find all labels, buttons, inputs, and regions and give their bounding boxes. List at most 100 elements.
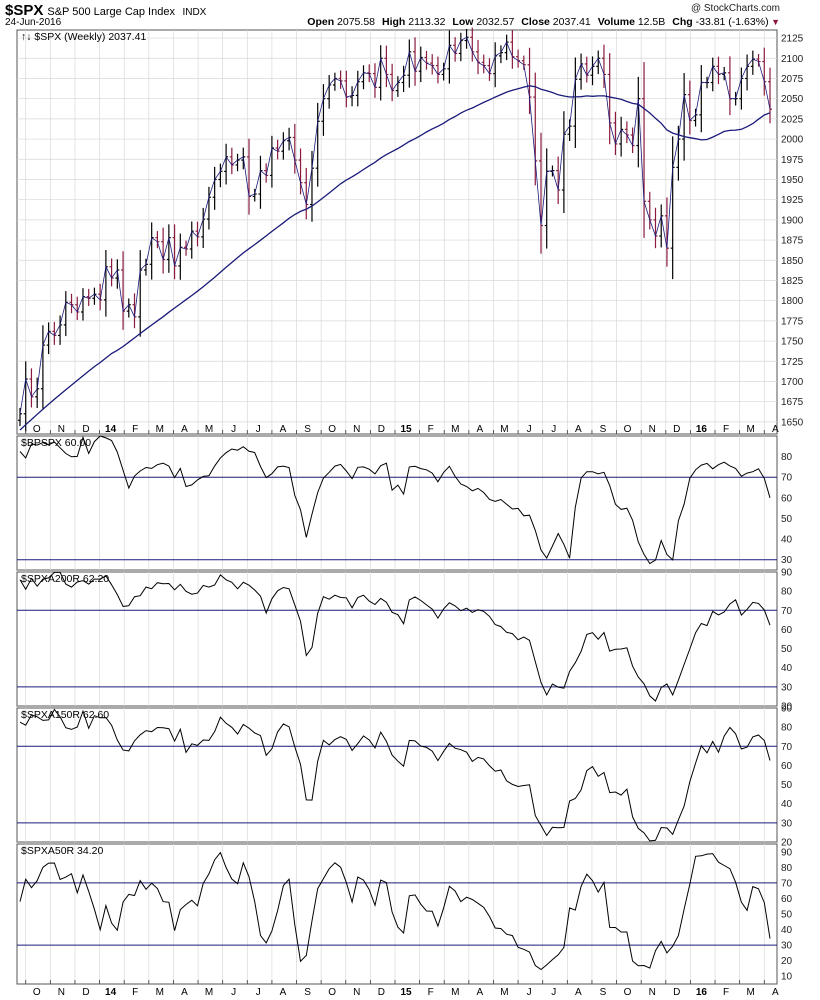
y-tick-label: 2100 <box>781 54 804 65</box>
y-tick-label: 40 <box>781 535 793 546</box>
y-tick-label: 80 <box>781 587 793 598</box>
y-tick-label: 1950 <box>781 175 804 186</box>
y-tick-label: 1850 <box>781 256 804 267</box>
x-tick-label: 16 <box>696 987 708 998</box>
panel-title: $SPXA50R 34.20 <box>21 845 103 857</box>
y-tick-label: 10 <box>781 972 793 983</box>
x-tick-label: A <box>477 424 484 435</box>
y-tick-label: 1700 <box>781 377 804 388</box>
panel-title: $BPSPX 60.00 <box>21 437 91 449</box>
panel-frame <box>16 843 778 985</box>
x-tick-label: A <box>477 987 484 998</box>
x-tick-label: D <box>82 987 89 998</box>
y-tick-label: 2025 <box>781 114 804 125</box>
y-tick-label: 40 <box>781 925 793 936</box>
credit: @ StockCharts.com <box>690 3 780 14</box>
x-tick-label: F <box>723 424 729 435</box>
y-tick-label: 50 <box>781 780 793 791</box>
x-tick-label: A <box>772 987 779 998</box>
quote-low: Low 2032.57 <box>452 16 515 28</box>
x-tick-label: M <box>746 424 754 435</box>
x-tick-label: N <box>649 424 656 435</box>
x-tick-label: M <box>500 424 508 435</box>
y-tick-label: 30 <box>781 555 793 566</box>
x-tick-label: O <box>328 424 336 435</box>
y-tick-label: 1925 <box>781 195 804 206</box>
y-tick-label: 1675 <box>781 397 804 408</box>
indicator-line <box>19 708 771 842</box>
x-tick-label: A <box>181 424 188 435</box>
chart-header: $SPX S&P 500 Large Cap Index INDX <box>5 2 206 20</box>
quote-volume: Volume 12.5B <box>597 16 666 28</box>
symbol: $SPX <box>5 2 44 19</box>
x-tick-label: O <box>624 424 632 435</box>
x-tick-label: M <box>451 987 459 998</box>
indicator-line <box>19 851 771 971</box>
x-tick-label: M <box>500 987 508 998</box>
y-tick-label: 2000 <box>781 135 804 146</box>
y-tick-label: 60 <box>781 625 793 636</box>
x-tick-label: A <box>181 987 188 998</box>
y-tick-label: 70 <box>781 742 793 753</box>
panel-title: $SPXA200R 62.20 <box>21 573 109 585</box>
y-tick-label: 40 <box>781 663 793 674</box>
y-tick-label: 70 <box>781 473 793 484</box>
x-tick-label: S <box>304 987 311 998</box>
exchange: INDX <box>182 7 207 18</box>
panel-spxa150r: 20 30 40 50 60 70 80 90 $SPXA150R 62.60 <box>16 704 793 849</box>
x-tick-label: O <box>328 987 336 998</box>
x-tick-label: D <box>82 424 89 435</box>
x-tick-label: N <box>353 987 360 998</box>
x-tick-label: A <box>575 424 582 435</box>
x-tick-label: 16 <box>696 424 708 435</box>
x-tick-label: O <box>624 987 632 998</box>
x-tick-label: D <box>673 424 680 435</box>
x-tick-label: O <box>33 987 41 998</box>
x-tick-label: A <box>280 424 287 435</box>
indicator-line <box>19 571 771 702</box>
y-tick-label: 2125 <box>781 34 804 45</box>
x-tick-label: N <box>353 424 360 435</box>
y-tick-label: 60 <box>781 493 793 504</box>
y-tick-label: 20 <box>781 702 793 713</box>
y-tick-label: 1825 <box>781 276 804 287</box>
y-tick-label: 90 <box>781 704 793 715</box>
panel-frame <box>16 707 778 843</box>
x-tick-label: N <box>58 424 65 435</box>
x-tick-label: J <box>527 987 532 998</box>
x-tick-label: M <box>451 424 459 435</box>
x-tick-label: M <box>156 987 164 998</box>
x-tick-label: J <box>527 424 532 435</box>
y-tick-label: 30 <box>781 818 793 829</box>
y-tick-label: 1775 <box>781 316 804 327</box>
y-tick-label: 2050 <box>781 94 804 105</box>
y-tick-label: 80 <box>781 452 793 463</box>
x-tick-label: F <box>132 424 138 435</box>
y-tick-label: 1750 <box>781 337 804 348</box>
x-tick-label: F <box>428 424 434 435</box>
x-tick-label: D <box>673 987 680 998</box>
x-tick-label: J <box>231 987 236 998</box>
y-tick-label: 20 <box>781 838 793 849</box>
panel-title: ↑↓ $SPX (Weekly) 2037.41 <box>21 31 146 43</box>
x-tick-label: M <box>205 987 213 998</box>
quote-close: Close 2037.41 <box>521 16 591 28</box>
x-tick-label: M <box>205 424 213 435</box>
x-tick-label: O <box>33 424 41 435</box>
y-tick-label: 90 <box>781 568 793 579</box>
y-tick-label: 1875 <box>781 236 804 247</box>
symbol-description: S&P 500 Large Cap Index <box>47 6 175 18</box>
y-tick-label: 30 <box>781 941 793 952</box>
x-tick-label: J <box>256 987 261 998</box>
quote-bar: Open 2075.58 High 2113.32 Low 2032.57 Close… <box>307 16 780 28</box>
x-tick-label: J <box>231 424 236 435</box>
x-tick-label: J <box>551 987 556 998</box>
panel-frame <box>16 571 778 707</box>
x-tick-label: N <box>649 987 656 998</box>
y-tick-label: 1900 <box>781 215 804 226</box>
y-tick-label: 1800 <box>781 296 804 307</box>
y-tick-label: 80 <box>781 723 793 734</box>
y-tick-label: 1725 <box>781 357 804 368</box>
quote-chg: Chg -33.81 (-1.63%) <box>672 16 769 28</box>
